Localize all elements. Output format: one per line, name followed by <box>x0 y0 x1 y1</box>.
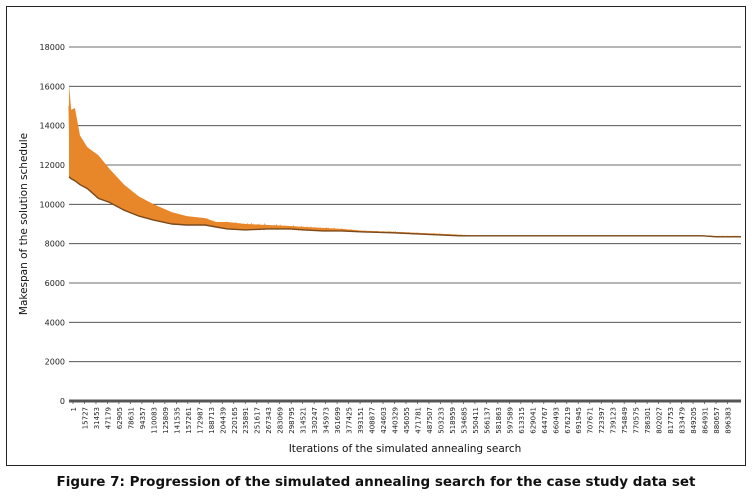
y-tick-label: 0 <box>60 397 65 406</box>
x-tick-label: 597589 <box>506 407 514 434</box>
x-tick-label: 739123 <box>610 407 618 434</box>
x-tick-label: 456055 <box>403 407 411 434</box>
y-tick-label: 10000 <box>40 200 65 209</box>
y-tick-label: 12000 <box>40 161 65 170</box>
y-tick-label: 14000 <box>40 122 65 131</box>
x-tick-label: 770575 <box>633 407 641 434</box>
gridlines <box>69 46 741 363</box>
x-tick-label: 235891 <box>242 407 250 434</box>
x-tick-label: 880657 <box>713 407 721 434</box>
x-tick-label: 613315 <box>518 407 526 434</box>
series-layer <box>68 84 742 238</box>
y-tick-label: 8000 <box>45 240 65 249</box>
x-tick-label: 78631 <box>127 407 135 429</box>
x-tick-label: 691945 <box>575 407 583 434</box>
x-tick-label: 204439 <box>219 407 227 434</box>
x-tick-label: 15727 <box>81 407 89 429</box>
x-tick-label: 345973 <box>323 407 331 434</box>
x-tick-label: 125809 <box>162 407 170 434</box>
x-tick-label: 361699 <box>334 407 342 434</box>
x-tick-label: 62905 <box>116 407 124 429</box>
x-tick-label: 314521 <box>300 407 308 434</box>
x-tick-label: 754849 <box>621 407 629 434</box>
x-axis-label: Iterations of the simulated annealing se… <box>289 443 522 455</box>
x-tick-label: 330247 <box>311 407 319 434</box>
x-tick-label: 802027 <box>656 407 664 434</box>
x-tick-label: 581863 <box>495 407 503 434</box>
x-tick-label: 566137 <box>483 407 491 434</box>
series-edge <box>68 176 741 238</box>
x-tick-label: 817753 <box>667 407 675 434</box>
x-tick-label: 188713 <box>208 407 216 434</box>
x-tick-label: 110083 <box>150 407 158 434</box>
x-tick-label: 393151 <box>357 407 365 434</box>
x-tick-label: 220165 <box>231 407 239 434</box>
y-tick-label: 2000 <box>45 358 65 367</box>
x-tick-label: 644767 <box>541 407 549 434</box>
x-tick-label: 471781 <box>414 407 422 434</box>
x-tick-label: 47179 <box>104 407 112 429</box>
x-axis-ticks: 1 15727 31453 47179 62905 78631 94357 110083 125… <box>70 401 733 434</box>
x-tick-label: 267343 <box>265 407 273 434</box>
x-tick-label: 172987 <box>196 407 204 434</box>
x-tick-label: 283069 <box>277 407 285 434</box>
x-tick-label: 833479 <box>679 407 687 434</box>
chart-frame: 0 2000 4000 6000 8000 10000 12000 14000 16000 180… <box>6 6 746 466</box>
x-tick-label: 707671 <box>587 407 595 434</box>
x-tick-label: 849205 <box>690 407 698 434</box>
y-axis-label: Makespan of the solution schedule <box>18 133 30 315</box>
figure-caption: Figure 7: Progression of the simulated a… <box>56 474 696 490</box>
x-tick-label: 141535 <box>173 407 181 434</box>
x-tick-label: 534685 <box>460 407 468 434</box>
x-tick-label: 864931 <box>702 407 710 434</box>
x-tick-label: 440329 <box>392 407 400 434</box>
y-axis-ticks: 0 2000 4000 6000 8000 10000 12000 14000 16000 180… <box>40 43 65 406</box>
x-tick-label: 377425 <box>346 407 354 434</box>
x-tick-label: 896383 <box>725 407 733 434</box>
y-tick-label: 4000 <box>45 318 65 327</box>
x-tick-label: 723397 <box>598 407 606 434</box>
x-tick-label: 251617 <box>254 407 262 434</box>
x-tick-label: 31453 <box>93 407 101 429</box>
x-tick-label: 408877 <box>369 407 377 434</box>
x-tick-label: 629041 <box>529 407 537 434</box>
y-tick-label: 18000 <box>40 43 65 52</box>
x-tick-label: 487507 <box>426 407 434 434</box>
makespan-chart: 0200040006000800010000120001400016000180… <box>18 43 742 455</box>
x-tick-label: 298795 <box>288 407 296 434</box>
x-tick-label: 786301 <box>644 407 652 434</box>
x-tick-label: 660493 <box>552 407 560 434</box>
y-tick-label: 16000 <box>40 82 65 91</box>
y-tick-label: 6000 <box>45 279 65 288</box>
series-envelope <box>69 84 741 237</box>
x-tick-label: 94357 <box>139 407 147 429</box>
x-tick-label: 1 <box>70 407 78 411</box>
x-tick-label: 503233 <box>437 407 445 434</box>
x-tick-label: 518959 <box>449 407 457 434</box>
x-tick-label: 157261 <box>185 407 193 434</box>
x-tick-label: 676219 <box>564 407 572 434</box>
x-tick-label: 424603 <box>380 407 388 434</box>
x-tick-label: 550411 <box>472 407 480 434</box>
